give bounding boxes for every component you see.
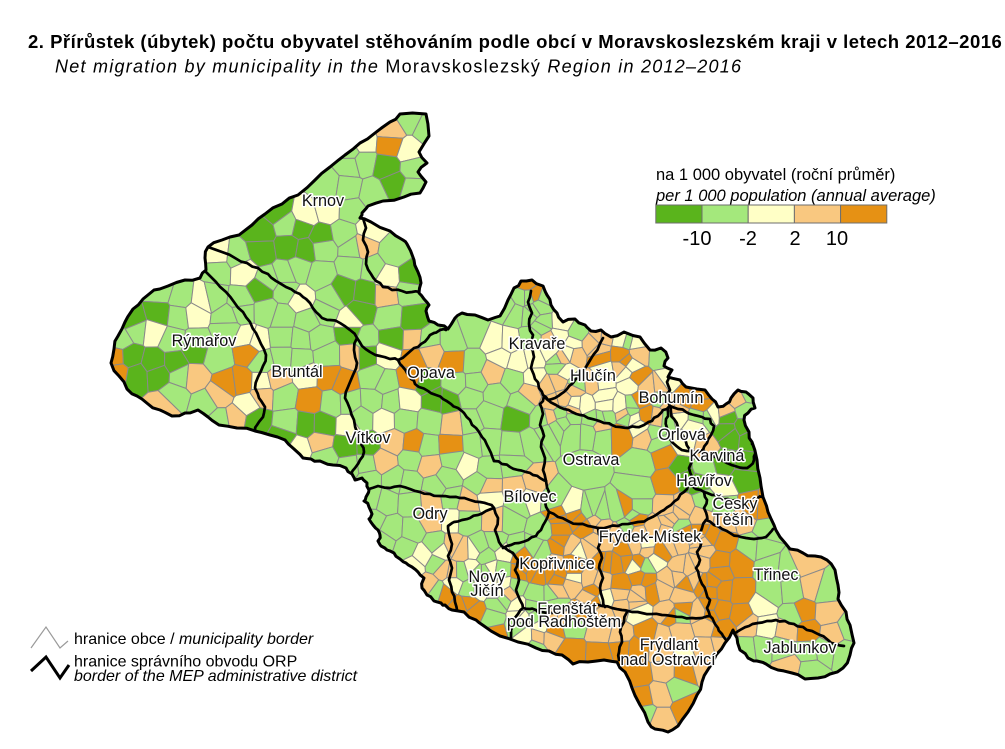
svg-text:Kravaře: Kravaře	[509, 335, 566, 353]
svg-text:Frýdlant: Frýdlant	[640, 636, 699, 654]
svg-text:nad Ostravicí: nad Ostravicí	[620, 651, 716, 669]
svg-text:Opava: Opava	[407, 364, 455, 382]
svg-text:Net migration by municipality: Net migration by municipality in the Mor…	[55, 57, 742, 77]
svg-text:Ostrava: Ostrava	[563, 451, 620, 469]
svg-text:Těšín: Těšín	[713, 511, 754, 529]
svg-text:Frýdek-Místek: Frýdek-Místek	[599, 528, 702, 546]
svg-text:hranice obce / municipality bo: hranice obce / municipality border	[74, 631, 314, 648]
svg-text:Havířov: Havířov	[676, 472, 733, 490]
svg-text:na 1 000 obyvatel (roční průmě: na 1 000 obyvatel (roční průměr)	[656, 166, 895, 184]
svg-text:Frenštát: Frenštát	[537, 600, 597, 618]
svg-text:per 1 000 population (annual a: per 1 000 population (annual average)	[655, 187, 936, 205]
svg-text:Krnov: Krnov	[302, 192, 345, 210]
svg-text:Rýmařov: Rýmařov	[172, 332, 238, 350]
svg-text:10: 10	[826, 228, 848, 250]
svg-text:Jablunkov: Jablunkov	[764, 639, 838, 657]
svg-text:Hlučín: Hlučín	[570, 367, 616, 385]
svg-text:Karviná: Karviná	[690, 447, 745, 465]
svg-text:Odry: Odry	[412, 505, 448, 523]
svg-text:Orlová: Orlová	[658, 426, 706, 444]
svg-text:Jičín: Jičín	[470, 582, 503, 600]
svg-text:-10: -10	[683, 228, 712, 250]
svg-text:Nový: Nový	[469, 568, 507, 586]
svg-text:pod Radhoštěm: pod Radhoštěm	[507, 613, 621, 631]
svg-text:-2: -2	[739, 228, 757, 250]
svg-text:Vítkov: Vítkov	[346, 429, 392, 447]
svg-text:Český: Český	[713, 494, 759, 513]
svg-text:hranice správního obvodu ORP: hranice správního obvodu ORP	[74, 654, 297, 671]
svg-text:Bílovec: Bílovec	[503, 488, 556, 506]
svg-text:border of the MEP administrati: border of the MEP administrative distric…	[74, 668, 358, 685]
svg-text:2: 2	[789, 228, 800, 250]
svg-text:Bohumín: Bohumín	[639, 389, 704, 407]
svg-text:Třinec: Třinec	[754, 566, 799, 584]
svg-text:2. Přírůstek (úbytek) počtu ob: 2. Přírůstek (úbytek) počtu obyvatel stě…	[28, 31, 1002, 52]
svg-text:Kopřivnice: Kopřivnice	[519, 555, 595, 573]
svg-text:Bruntál: Bruntál	[271, 363, 322, 381]
